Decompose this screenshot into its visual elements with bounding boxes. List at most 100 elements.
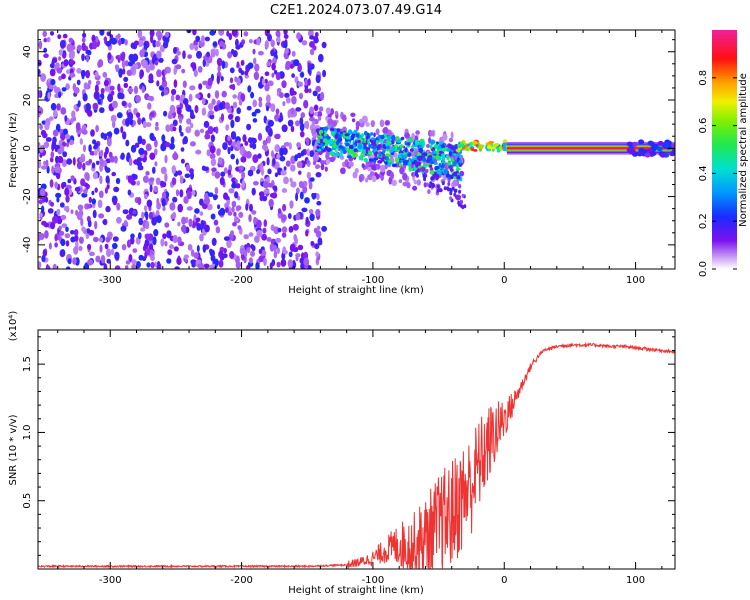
heatmap-cell <box>209 30 216 36</box>
heatmap-cell <box>154 161 158 167</box>
heatmap-cell <box>136 112 141 118</box>
heatmap-cell <box>183 196 189 204</box>
heatmap-cell <box>120 126 124 134</box>
heatmap-cell <box>351 151 357 155</box>
heatmap-cell <box>285 160 291 167</box>
heatmap-cell <box>172 152 179 161</box>
heatmap-cell <box>414 139 420 145</box>
heatmap-cell <box>304 121 309 129</box>
heatmap-cell <box>472 140 478 145</box>
heatmap-cell <box>249 203 253 212</box>
heatmap-cell <box>81 37 86 43</box>
heatmap-cell <box>212 41 218 47</box>
heatmap-cell <box>144 220 150 230</box>
heatmap-cell <box>170 136 175 145</box>
heatmap-cell <box>114 251 120 261</box>
heatmap-cell <box>253 181 259 186</box>
heatmap-cell <box>306 148 310 156</box>
heatmap-cell <box>164 240 168 247</box>
heatmap-cell <box>70 175 75 181</box>
heatmap-cell <box>143 205 148 212</box>
heatmap-cell <box>363 157 368 163</box>
heatmap-cell <box>196 50 202 59</box>
heatmap-cell <box>210 213 216 220</box>
heatmap-cell <box>150 254 155 261</box>
heatmap-cell <box>68 37 74 44</box>
heatmap-cell <box>92 139 97 145</box>
heatmap-cell <box>313 111 319 116</box>
heatmap-cell <box>349 148 353 155</box>
heatmap-cell <box>38 90 41 98</box>
heatmap-cell <box>245 151 252 159</box>
heatmap-cell <box>171 58 178 65</box>
heatmap-cell <box>94 84 99 93</box>
heatmap-cell <box>257 50 264 56</box>
x-tick-label: 0 <box>501 575 507 586</box>
x-tick-label: 100 <box>626 575 645 586</box>
heatmap-cell <box>315 251 320 257</box>
heatmap-cell <box>272 244 278 252</box>
heatmap-cell <box>256 169 261 175</box>
heatmap-cell <box>319 129 324 134</box>
heatmap-cell <box>246 105 252 111</box>
heatmap-cell <box>127 112 134 121</box>
heatmap-cell <box>171 177 177 186</box>
heatmap-cell <box>98 237 104 243</box>
heatmap-cell <box>65 205 70 213</box>
colorbar-ticks: 0.0 0.2 0.4 0.6 0.8 <box>698 70 737 277</box>
heatmap-cell <box>240 59 245 66</box>
heatmap-cell <box>238 165 244 171</box>
heatmap-cell <box>248 232 254 237</box>
heatmap-cell <box>300 112 306 119</box>
heatmap-cell <box>198 83 203 90</box>
heatmap-cell <box>407 152 412 158</box>
heatmap-cell <box>247 62 254 69</box>
heatmap-cell <box>296 142 301 148</box>
heatmap-cell <box>210 158 217 167</box>
heatmap-cell <box>127 189 132 196</box>
heatmap-cell <box>154 148 158 156</box>
heatmap-cell <box>295 253 301 258</box>
heatmap-cell <box>60 214 67 221</box>
heatmap-cell <box>402 152 407 156</box>
y-tick-label: -40 <box>22 237 33 253</box>
heatmap-cell <box>133 174 138 180</box>
heatmap-cell <box>227 135 231 142</box>
heatmap-cell <box>448 143 452 149</box>
heatmap-cell <box>203 263 210 269</box>
heatmap-cell <box>95 255 101 263</box>
heatmap-cell <box>230 153 235 160</box>
heatmap-cell <box>241 179 245 188</box>
heatmap-cell <box>99 107 105 114</box>
heatmap-cell <box>264 78 268 84</box>
heatmap-cell <box>245 203 249 211</box>
heatmap-cell <box>252 99 257 108</box>
heatmap-cell <box>404 128 409 134</box>
heatmap-cell <box>144 193 148 200</box>
heatmap-cell <box>247 169 254 177</box>
heatmap-cell <box>280 258 287 267</box>
heatmap-cell <box>58 56 62 61</box>
heatmap-cell <box>377 160 383 164</box>
heatmap-cell <box>398 179 403 184</box>
heatmap-cell <box>122 209 129 215</box>
heatmap-cell <box>442 133 448 141</box>
y-tick-label: 20 <box>22 94 33 107</box>
heatmap-cell <box>216 75 220 85</box>
heatmap-cell <box>446 148 451 152</box>
x-tick-label: -100 <box>362 275 385 286</box>
heatmap-cell <box>358 118 363 124</box>
heatmap-cell <box>406 142 411 146</box>
heatmap-cell <box>87 109 93 117</box>
heatmap-cell <box>290 107 295 115</box>
heatmap-cell <box>38 160 42 169</box>
heatmap-cell <box>247 85 252 93</box>
heatmap-cell <box>166 258 172 264</box>
heatmap-cell <box>57 34 62 40</box>
heatmap-cell <box>216 148 221 156</box>
heatmap-cell <box>378 144 382 149</box>
heatmap-cell <box>175 64 182 70</box>
heatmap-cell <box>290 164 296 172</box>
heatmap-cell <box>56 67 63 74</box>
heatmap-cell <box>626 148 633 154</box>
